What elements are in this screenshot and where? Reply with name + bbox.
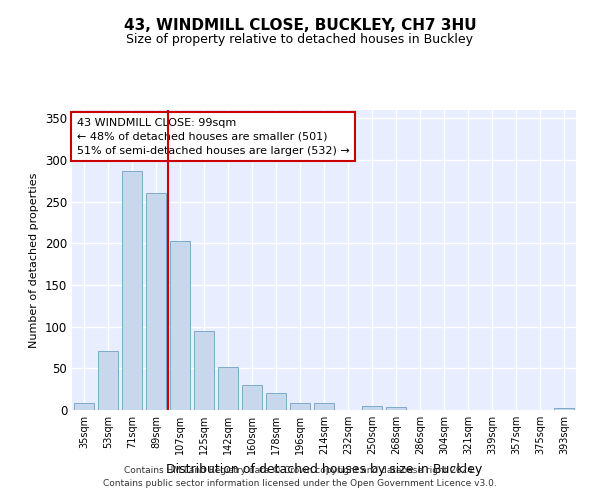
Text: Contains HM Land Registry data © Crown copyright and database right 2024.
Contai: Contains HM Land Registry data © Crown c… — [103, 466, 497, 487]
Text: 43 WINDMILL CLOSE: 99sqm
← 48% of detached houses are smaller (501)
51% of semi-: 43 WINDMILL CLOSE: 99sqm ← 48% of detach… — [77, 118, 350, 156]
Y-axis label: Number of detached properties: Number of detached properties — [29, 172, 40, 348]
Bar — [386, 406, 406, 410]
Bar — [122, 171, 142, 410]
Bar — [266, 394, 286, 410]
X-axis label: Distribution of detached houses by size in Buckley: Distribution of detached houses by size … — [166, 462, 482, 475]
Bar — [170, 241, 190, 410]
Text: Size of property relative to detached houses in Buckley: Size of property relative to detached ho… — [127, 32, 473, 46]
Bar — [554, 408, 574, 410]
Bar — [362, 406, 382, 410]
Bar — [218, 366, 238, 410]
Bar — [290, 402, 310, 410]
Bar — [314, 402, 334, 410]
Bar — [146, 194, 166, 410]
Text: 43, WINDMILL CLOSE, BUCKLEY, CH7 3HU: 43, WINDMILL CLOSE, BUCKLEY, CH7 3HU — [124, 18, 476, 32]
Bar — [98, 351, 118, 410]
Bar — [242, 385, 262, 410]
Bar — [194, 331, 214, 410]
Bar — [74, 404, 94, 410]
